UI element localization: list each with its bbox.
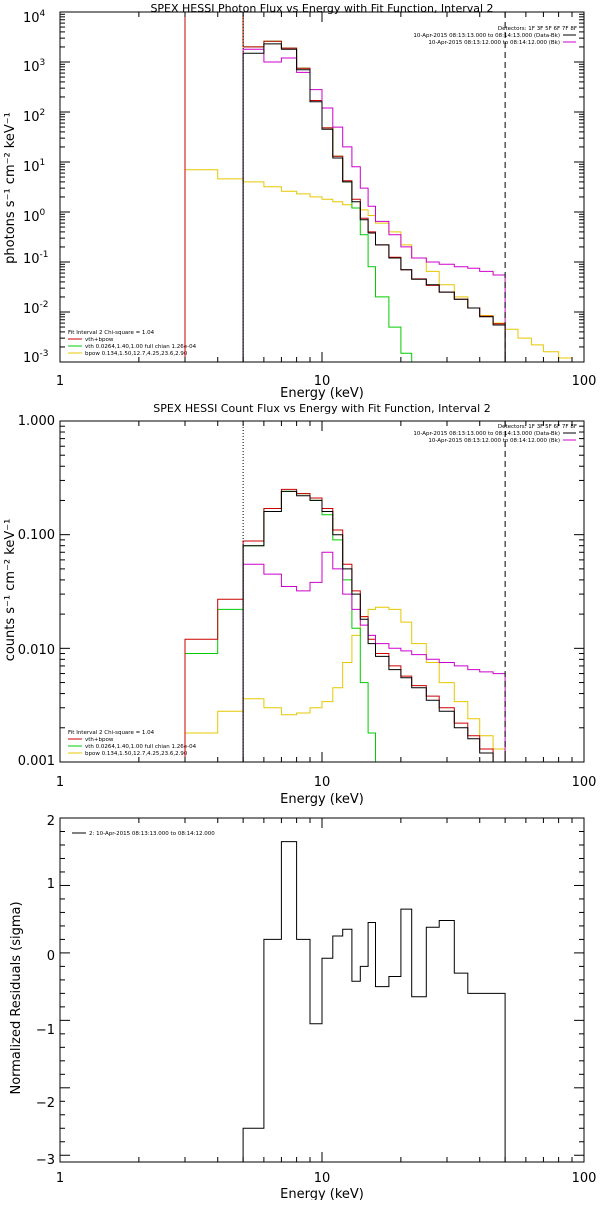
residuals-x-tick-label: 10 (314, 1171, 331, 1186)
photon-legend-total: vth+bpow (85, 337, 114, 343)
count-legend-bkg: 10-Apr-2015 08:13:12.000 to 08:14:12.000… (428, 438, 560, 444)
residuals-legend: 2: 10-Apr-2015 08:13:13.000 to 08:14:12.… (89, 831, 215, 837)
residuals-panel: Normalized Residuals (sigma) Energy (keV… (9, 814, 597, 1202)
count-y-tick-label: 1.000 (18, 414, 55, 429)
photon-legend-vth: vth 0.0264,1.40,1.00 full chian 1.26e-04 (85, 344, 197, 350)
photon-y-tick-label: 102 (23, 108, 45, 125)
photon-y-tick-label: 104 (23, 9, 46, 26)
photon-detectors-label: Detectors: 1F 3F 5F 6F 7F 8F (498, 26, 577, 32)
residuals-y-tick-label: −3 (36, 1153, 55, 1168)
residuals-y-tick-label: 2 (47, 814, 55, 829)
photon-y-tick-label: 10-3 (23, 349, 49, 366)
photon-series-total (184, 11, 506, 362)
photon-x-tick-label: 10 (314, 374, 331, 389)
count-x-tick-label: 10 (314, 775, 331, 790)
count-legend-data: 10-Apr-2015 08:13:13.000 to 08:14:13.000… (413, 431, 560, 437)
count-legend-bpow: bpow 0.134,1.50,12.7,4.25,23.6,2.90 (85, 751, 188, 757)
residuals-y-tick-label: 0 (47, 949, 55, 964)
photon-series-bpow (184, 169, 584, 363)
count-y-tick-label: 0.001 (18, 754, 55, 769)
residuals-x-tick-label: 100 (572, 1171, 597, 1186)
count-panel-x-tick-labels: 1 10 100 (56, 775, 597, 790)
residuals-ylabel: Normalized Residuals (sigma) (9, 901, 24, 1094)
photon-legend-bkg: 10-Apr-2015 08:13:12.000 to 08:14:12.000… (428, 40, 560, 46)
photon-y-tick-label: 101 (23, 158, 45, 175)
count-series-data (242, 490, 506, 763)
photon-x-tick-label: 1 (56, 374, 64, 389)
count-detectors-label: Detectors: 1F 3F 5F 6F 7F 8F (498, 424, 577, 430)
count-panel-title: SPEX HESSI Count Flux vs Energy with Fit… (153, 402, 490, 415)
photon-panel-x-tick-labels: 1 10 100 (56, 374, 597, 389)
count-panel-y-tick-labels: 0.001 0.010 0.100 1.000 (18, 414, 55, 769)
count-x-tick-label: 100 (572, 775, 597, 790)
count-x-tick-label: 1 (56, 775, 64, 790)
count-panel-xlabel: Energy (keV) (280, 792, 364, 807)
count-series-vth (184, 490, 389, 763)
photon-legend-data: 10-Apr-2015 08:13:13.000 to 08:14:13.000… (413, 33, 560, 39)
photon-series-bkg (242, 48, 506, 362)
count-flux-panel: SPEX HESSI Count Flux vs Energy with Fit… (3, 402, 596, 807)
residuals-y-tick-labels: −3 −2 −1 0 1 2 (36, 814, 55, 1168)
count-legend-fit-interval: Fit Interval 2 Chi-square = 1.04 (68, 730, 155, 736)
count-series-total (184, 488, 506, 763)
photon-legend-bpow: bpow 0.134,1.50,12.7,4.25,23.6,2.90 (85, 351, 188, 357)
photon-series-data (242, 43, 506, 362)
count-legend-vth: vth 0.0264,1.40,1.00 full chian 1.26e-04 (85, 744, 197, 750)
count-y-tick-label: 0.100 (18, 528, 55, 543)
residuals-xlabel: Energy (keV) (280, 1187, 364, 1200)
photon-flux-panel: SPEX HESSI Photon Flux vs Energy with Fi… (3, 2, 596, 401)
photon-x-tick-label: 100 (572, 374, 597, 389)
photon-y-tick-label: 100 (23, 208, 46, 225)
photon-panel-ylabel: photons s⁻¹ cm⁻² keV⁻¹ (3, 112, 18, 264)
photon-y-tick-label: 103 (23, 58, 45, 75)
count-panel-ylabel: counts s⁻¹ cm⁻² keV⁻¹ (3, 519, 18, 662)
residuals-series-data (242, 841, 506, 1162)
count-y-tick-label: 0.010 (18, 643, 55, 658)
residuals-x-tick-labels: 1 10 100 (56, 1171, 597, 1186)
photon-y-tick-label: 10-2 (23, 300, 49, 317)
residuals-y-tick-label: 1 (47, 877, 55, 892)
photon-legend-fit-interval: Fit Interval 2 Chi-square = 1.04 (68, 330, 155, 336)
count-series-bkg (242, 551, 506, 762)
photon-series-vth (184, 11, 427, 363)
photon-y-tick-label: 10-1 (23, 250, 49, 267)
chart-marks (59, 11, 585, 1163)
residuals-y-tick-label: −1 (36, 1023, 55, 1038)
residuals-y-tick-label: −2 (36, 1096, 55, 1111)
count-legend-total: vth+bpow (85, 737, 114, 743)
photon-panel-y-tick-labels: 10-3 10-2 10-1 100 101 102 103 104 (23, 9, 49, 366)
photon-panel-xlabel: Energy (keV) (280, 386, 364, 401)
residuals-x-tick-label: 1 (56, 1171, 64, 1186)
